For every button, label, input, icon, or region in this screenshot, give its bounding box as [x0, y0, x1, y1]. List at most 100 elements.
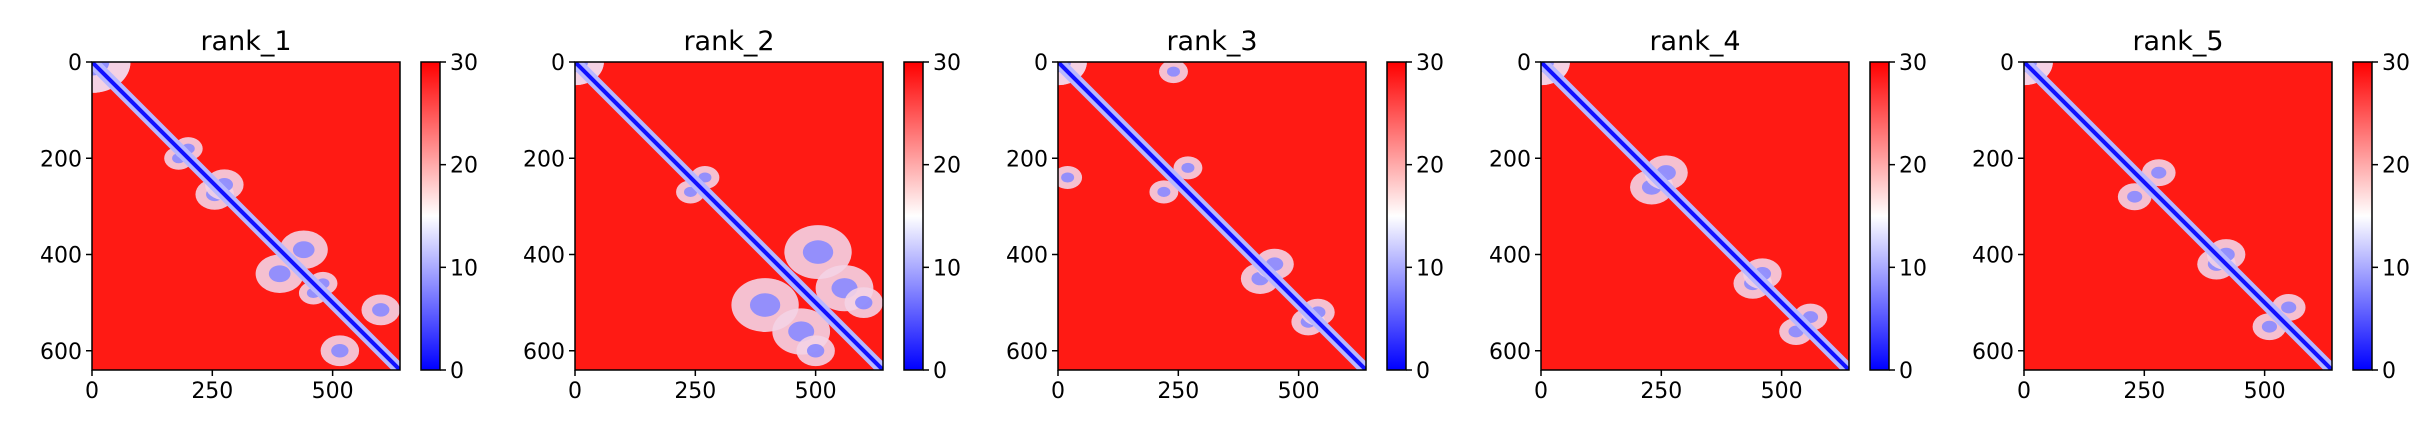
x-tick-label: 500: [2244, 379, 2286, 404]
contact-core: [1181, 162, 1195, 173]
x-tick-label: 0: [1534, 379, 1548, 404]
colorbar-tick-label: 20: [1899, 154, 1927, 179]
axes-frame: [91, 61, 401, 371]
colorbar-tick-label: 10: [450, 256, 478, 281]
x-tick-label: 0: [85, 379, 99, 404]
x-tick-label: 0: [2017, 379, 2031, 404]
colorbar: [1386, 61, 1407, 371]
contact-core: [1157, 186, 1171, 197]
y-tick-label: 400: [1972, 244, 2014, 269]
diagonal-band: [1541, 62, 1849, 370]
diagonal-band: [1058, 62, 1366, 370]
colorbar: [420, 61, 441, 371]
colorbar-tick-label: 30: [1416, 51, 1444, 76]
y-tick-label: 0: [2000, 51, 2014, 76]
y-tick-label: 200: [523, 147, 565, 172]
y-tick-label: 200: [1006, 147, 1048, 172]
colorbar: [2352, 61, 2373, 371]
y-tick-label: 600: [1972, 340, 2014, 365]
contact-core: [698, 172, 712, 183]
y-tick-label: 400: [523, 244, 565, 269]
y-tick-label: 200: [1489, 147, 1531, 172]
colorbar: [903, 61, 924, 371]
contact-core: [268, 265, 291, 283]
colorbar-tick-label: 30: [1899, 51, 1927, 76]
y-tick-label: 400: [1006, 244, 1048, 269]
contact-core: [684, 186, 697, 197]
colorbar-tick-label: 30: [450, 51, 478, 76]
colorbar-tick-label: 30: [2382, 51, 2410, 76]
diagonal-band: [2024, 62, 2332, 370]
colorbar-tick-label: 20: [933, 154, 961, 179]
contact-core: [331, 344, 349, 358]
y-tick-label: 200: [40, 147, 82, 172]
y-tick-label: 0: [1034, 51, 1048, 76]
x-tick-label: 250: [191, 379, 233, 404]
y-tick-label: 400: [1489, 244, 1531, 269]
x-tick-label: 500: [795, 379, 837, 404]
colorbar-tick-label: 20: [1416, 154, 1444, 179]
contact-core: [2151, 166, 2167, 179]
y-tick-label: 600: [1006, 340, 1048, 365]
contact-core: [372, 303, 390, 317]
x-tick-label: 0: [568, 379, 582, 404]
y-tick-label: 0: [551, 51, 565, 76]
diagonal-band: [92, 62, 400, 370]
contact-core: [1061, 172, 1075, 183]
axes-frame: [2023, 61, 2333, 371]
heatmap-cells: [2024, 62, 2332, 370]
colorbar-tick-label: 30: [933, 51, 961, 76]
y-tick-label: 400: [40, 244, 82, 269]
contact-core: [2281, 301, 2297, 314]
panel-title: rank_4: [1649, 26, 1740, 57]
x-tick-label: 500: [1761, 379, 1803, 404]
x-tick-label: 500: [312, 379, 354, 404]
colorbar-tick-label: 10: [1899, 256, 1927, 281]
contact-core: [749, 293, 781, 317]
axes-frame: [1057, 61, 1367, 371]
y-tick-label: 0: [1517, 51, 1531, 76]
colorbar-tick-label: 10: [933, 256, 961, 281]
colorbar-tick-label: 0: [2382, 359, 2396, 384]
y-tick-label: 600: [1489, 340, 1531, 365]
y-tick-label: 600: [523, 340, 565, 365]
contact-core: [855, 295, 873, 310]
y-tick-label: 200: [1972, 147, 2014, 172]
colorbar-tick-label: 0: [933, 359, 947, 384]
diagonal-band: [575, 62, 883, 370]
heatmap-cells: [1541, 62, 1849, 370]
y-tick-label: 0: [68, 51, 82, 76]
colorbar-tick-label: 20: [2382, 154, 2410, 179]
colorbar-tick-label: 20: [450, 154, 478, 179]
colorbar-tick-label: 0: [1416, 359, 1430, 384]
panel-title: rank_2: [683, 26, 774, 57]
heatmap-cells: [1058, 62, 1366, 370]
heatmap-cells: [575, 62, 883, 370]
x-tick-label: 250: [674, 379, 716, 404]
colorbar-tick-label: 10: [1416, 256, 1444, 281]
contact-core: [788, 321, 815, 342]
colorbar-tick-label: 0: [450, 359, 464, 384]
axes-frame: [1540, 61, 1850, 371]
contact-core: [1167, 66, 1180, 77]
axes-frame: [574, 61, 884, 371]
x-tick-label: 500: [1278, 379, 1320, 404]
colorbar: [1869, 61, 1890, 371]
x-tick-label: 0: [1051, 379, 1065, 404]
contact-core: [2261, 320, 2278, 333]
contact-core: [802, 240, 834, 264]
colorbar-tick-label: 10: [2382, 256, 2410, 281]
colorbar-tick-label: 0: [1899, 359, 1913, 384]
contact-core: [2127, 190, 2143, 203]
x-tick-label: 250: [1157, 379, 1199, 404]
contact-core: [292, 241, 315, 259]
x-tick-label: 250: [1640, 379, 1682, 404]
panel-title: rank_3: [1166, 26, 1257, 57]
heatmap-cells: [92, 62, 400, 370]
